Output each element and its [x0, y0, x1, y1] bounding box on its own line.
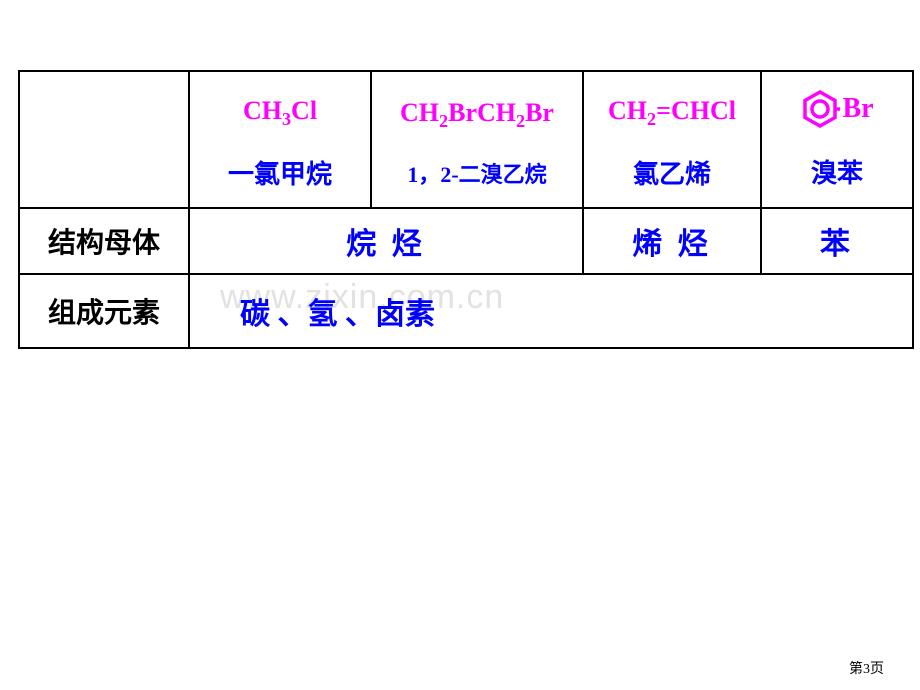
alkane-text: 烷 烃 — [346, 228, 426, 261]
compound-name-3: 氯乙烯 — [584, 154, 760, 191]
alkene-text: 烯 烃 — [632, 228, 712, 261]
elements-row: 组成元素 碳 、氢 、卤素 — [19, 274, 913, 348]
main-table: CH3Cl 一氯甲烷 CH2BrCH2Br 1，2-二溴乙烷 CH2=CHCl … — [18, 70, 914, 349]
row2-benzene: 苯 — [761, 208, 913, 274]
benzene-ring-icon — [800, 89, 840, 129]
compounds-row: CH3Cl 一氯甲烷 CH2BrCH2Br 1，2-二溴乙烷 CH2=CHCl … — [19, 71, 913, 208]
row3-label: 组成元素 — [19, 274, 189, 348]
structure-parent-row: 结构母体 烷 烃 烯 烃 苯 — [19, 208, 913, 274]
row2-label: 结构母体 — [19, 208, 189, 274]
formula-2: CH2BrCH2Br — [372, 98, 582, 132]
compound-name-1: 一氯甲烷 — [190, 154, 370, 191]
chemistry-table: CH3Cl 一氯甲烷 CH2BrCH2Br 1，2-二溴乙烷 CH2=CHCl … — [18, 70, 902, 349]
row3-elements: 碳 、氢 、卤素 — [189, 274, 913, 348]
elements-text: 碳 、氢 、卤素 — [240, 298, 435, 331]
row2-alkane: 烷 烃 — [189, 208, 583, 274]
compound-cell-4: Br 溴苯 — [761, 71, 913, 208]
formula-3: CH2=CHCl — [584, 96, 760, 130]
formula-4: Br — [762, 89, 912, 129]
br-label: Br — [842, 93, 873, 125]
benzene-text: 苯 — [820, 228, 854, 261]
compound-name-2: 1，2-二溴乙烷 — [372, 157, 582, 189]
compound-cell-2: CH2BrCH2Br 1，2-二溴乙烷 — [371, 71, 583, 208]
compound-cell-1: CH3Cl 一氯甲烷 — [189, 71, 371, 208]
row1-empty-cell — [19, 71, 189, 208]
compound-name-4: 溴苯 — [762, 153, 912, 190]
compound-cell-3: CH2=CHCl 氯乙烯 — [583, 71, 761, 208]
page-number: 第3页 — [849, 658, 884, 678]
row2-alkene: 烯 烃 — [583, 208, 761, 274]
formula-1: CH3Cl — [190, 96, 370, 130]
